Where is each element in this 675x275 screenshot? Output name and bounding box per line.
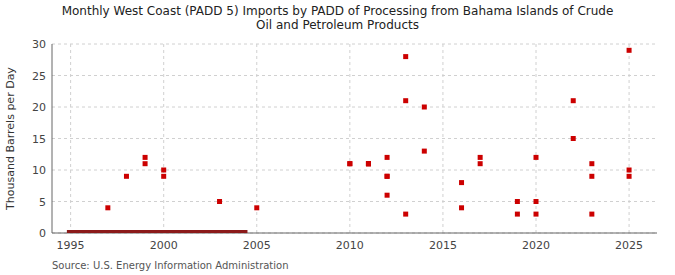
point bbox=[571, 136, 576, 141]
x-grid-line bbox=[70, 44, 71, 233]
point bbox=[478, 155, 483, 160]
title-line: Monthly West Coast (PADD 5) Imports by P… bbox=[62, 4, 614, 18]
y-axis-label: Thousand Barrels per Day bbox=[4, 67, 17, 211]
point bbox=[534, 212, 539, 217]
point bbox=[515, 199, 520, 204]
x-tick-label: 2005 bbox=[243, 239, 271, 252]
point bbox=[143, 155, 148, 160]
point bbox=[385, 193, 390, 198]
point bbox=[217, 199, 222, 204]
baseline-line bbox=[67, 230, 248, 233]
y-tick-label: 30 bbox=[32, 38, 46, 51]
point bbox=[403, 54, 408, 59]
x-grid-line bbox=[256, 44, 257, 233]
y-grid-line bbox=[52, 201, 657, 202]
point bbox=[366, 161, 371, 166]
point bbox=[534, 199, 539, 204]
y-grid-line bbox=[52, 170, 657, 171]
title-line: Oil and Petroleum Products bbox=[256, 18, 419, 32]
point bbox=[459, 180, 464, 185]
x-axis-line bbox=[52, 233, 657, 234]
point bbox=[403, 212, 408, 217]
point bbox=[161, 168, 166, 173]
plot-area bbox=[67, 48, 632, 233]
x-tick-label: 2010 bbox=[336, 239, 364, 252]
point bbox=[385, 155, 390, 160]
point bbox=[589, 161, 594, 166]
x-grid-line bbox=[349, 44, 350, 233]
y-tick-label: 0 bbox=[39, 227, 46, 240]
point bbox=[347, 161, 352, 166]
x-tick-label: 2000 bbox=[150, 239, 178, 252]
point bbox=[347, 161, 352, 166]
y-tick-label: 15 bbox=[32, 133, 46, 146]
x-tick-label: 2020 bbox=[522, 239, 550, 252]
point bbox=[589, 174, 594, 179]
source-note: Source: U.S. Energy Information Administ… bbox=[52, 260, 289, 271]
point bbox=[124, 174, 129, 179]
x-tick-label: 1995 bbox=[57, 239, 85, 252]
y-grid-line bbox=[52, 44, 657, 45]
point bbox=[385, 174, 390, 179]
point bbox=[105, 205, 110, 210]
point bbox=[254, 205, 259, 210]
point bbox=[478, 161, 483, 166]
x-grid-line bbox=[536, 44, 537, 233]
title: Monthly West Coast (PADD 5) Imports by P… bbox=[62, 4, 614, 32]
x-grid-line bbox=[629, 44, 630, 233]
x-tick-label: 2015 bbox=[429, 239, 457, 252]
y-grid-line bbox=[52, 138, 657, 139]
y-tick-label: 20 bbox=[32, 101, 46, 114]
point bbox=[403, 98, 408, 103]
x-grid-line bbox=[442, 44, 443, 233]
point bbox=[422, 149, 427, 154]
point bbox=[459, 205, 464, 210]
point bbox=[161, 174, 166, 179]
y-grid-line bbox=[52, 233, 657, 234]
point bbox=[571, 98, 576, 103]
point bbox=[385, 174, 390, 179]
x-grid-line bbox=[163, 44, 164, 233]
point bbox=[366, 161, 371, 166]
y-axis-line bbox=[52, 44, 53, 233]
y-tick-label: 25 bbox=[32, 70, 46, 83]
grid bbox=[52, 44, 657, 233]
point bbox=[534, 155, 539, 160]
point bbox=[627, 174, 632, 179]
x-tick-label: 2025 bbox=[615, 239, 643, 252]
y-tick-label: 10 bbox=[32, 164, 46, 177]
point bbox=[143, 161, 148, 166]
point bbox=[627, 168, 632, 173]
point bbox=[627, 48, 632, 53]
point bbox=[366, 161, 371, 166]
y-grid-line bbox=[52, 107, 657, 108]
y-tick-label: 5 bbox=[39, 196, 46, 209]
point bbox=[589, 212, 594, 217]
point bbox=[515, 212, 520, 217]
point bbox=[422, 105, 427, 110]
point bbox=[366, 161, 371, 166]
y-grid-line bbox=[52, 75, 657, 76]
